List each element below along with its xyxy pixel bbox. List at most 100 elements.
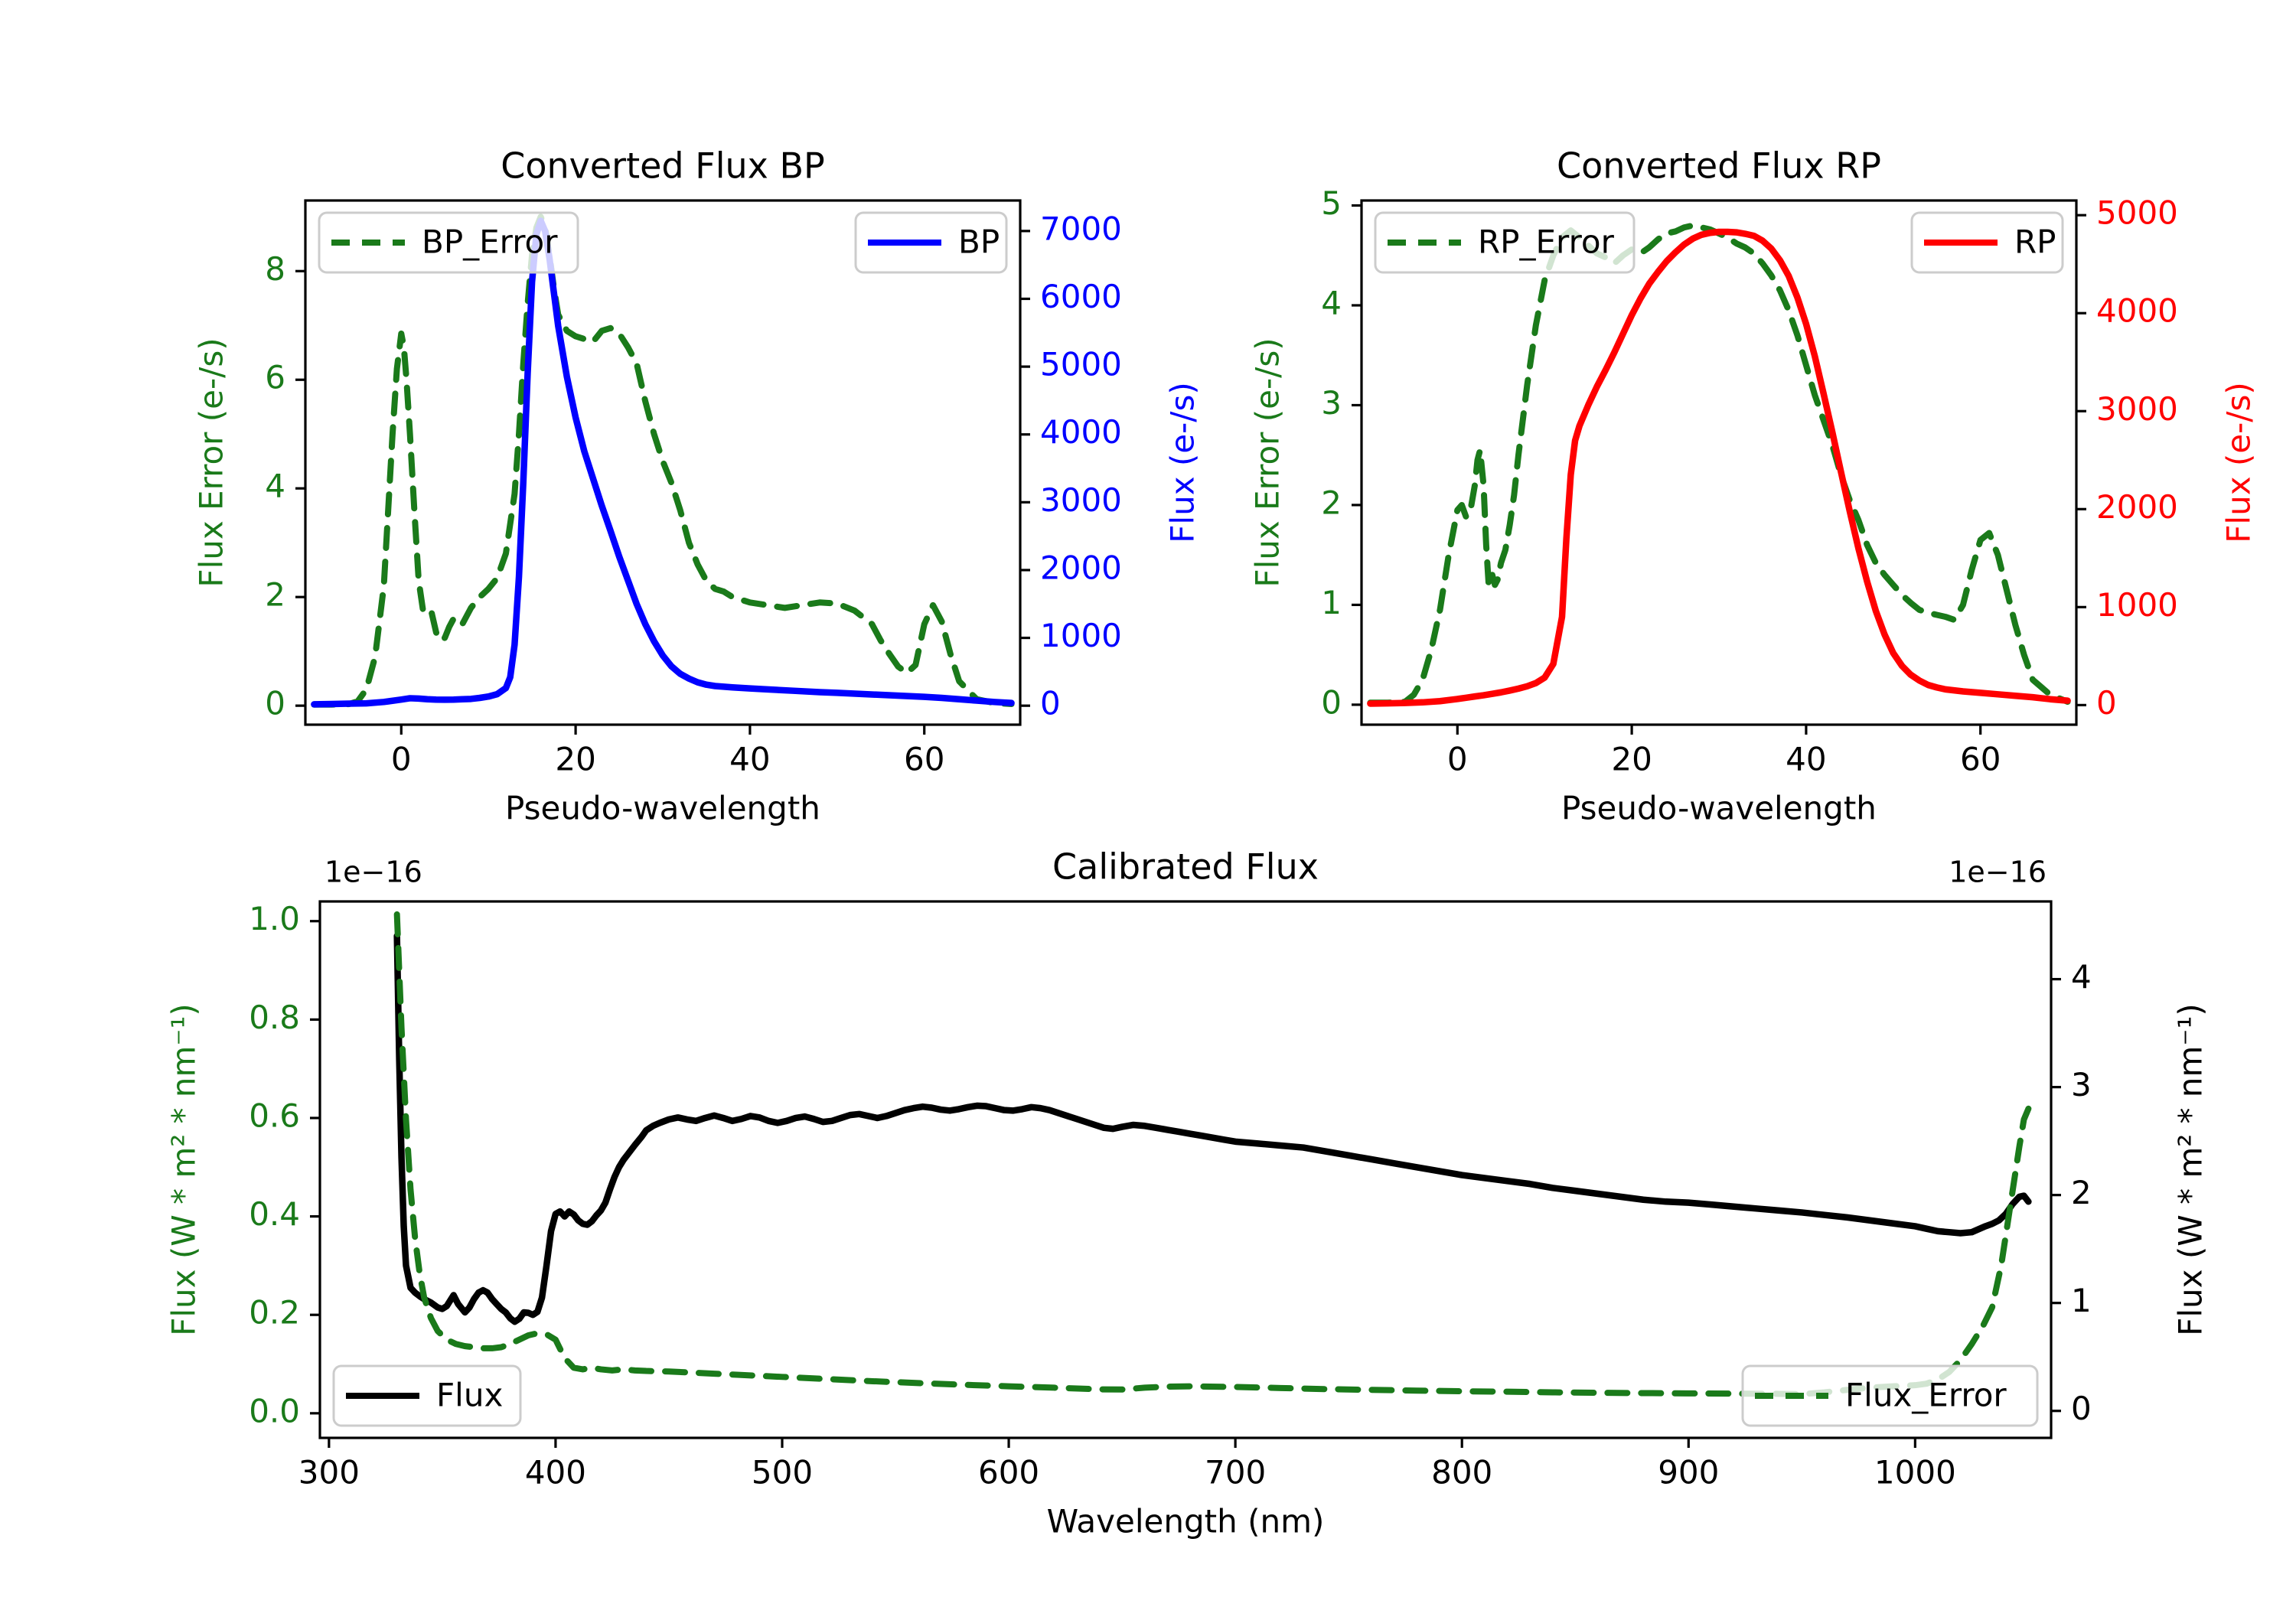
y-tick-label-left: 2 xyxy=(265,576,285,614)
y-tick-label-left: 0.6 xyxy=(249,1097,300,1134)
x-tick-label: 800 xyxy=(1431,1454,1492,1491)
legend-label-bp_error: BP_Error xyxy=(422,223,558,261)
y-tick-label-left: 0.2 xyxy=(249,1294,300,1332)
axes-frame xyxy=(1360,199,2078,726)
x-tick-label: 500 xyxy=(752,1454,813,1491)
y-tick-label-left: 0.4 xyxy=(249,1195,300,1233)
y-tick-label-right: 4 xyxy=(2071,958,2092,996)
y-tick-label-left: 0 xyxy=(265,685,285,722)
x-axis-label: Pseudo-wavelength xyxy=(505,790,820,827)
panel-title: Converted Flux RP xyxy=(1557,145,1881,187)
legend-background xyxy=(318,211,579,274)
legend-background xyxy=(1374,211,1636,274)
y-tick-label-right: 2 xyxy=(2071,1174,2092,1211)
y-axis-label-right: Flux (e-/s) xyxy=(2220,382,2258,543)
y-tick-label-right: 1000 xyxy=(1040,617,1122,654)
y-tick-label-left: 8 xyxy=(265,250,285,288)
curve-rp_error xyxy=(1367,222,2071,706)
y-tick-label-right: 4000 xyxy=(2096,292,2178,330)
y-tick-label-right: 2000 xyxy=(1040,549,1122,586)
axes-frame xyxy=(318,900,2053,1439)
legend-flux_error: Flux_Error xyxy=(1741,1364,2039,1427)
x-tick-label: 600 xyxy=(978,1454,1039,1491)
y-tick-label-right: 0 xyxy=(2096,684,2117,722)
y-tick-label-left: 4 xyxy=(1321,285,1342,322)
y-tick-label-left: 6 xyxy=(265,359,285,396)
x-axis-label: Wavelength (nm) xyxy=(1047,1503,1325,1540)
y-axis-right: 0 1 2 3 4 Flux (W * m² * nm⁻¹) 1e−16 xyxy=(1949,856,2209,1428)
y-axis-label-right: Flux (W * m² * nm⁻¹) xyxy=(2172,1003,2210,1336)
y-axis-label-left: Flux Error (e-/s) xyxy=(193,337,230,587)
y-tick-label-right: 3000 xyxy=(2096,390,2178,428)
legend-rp: RP xyxy=(1910,211,2064,274)
panel-converted-flux-bp: Converted Flux BP0 20 40 60Pseudo-wavelengt… xyxy=(193,145,1202,827)
x-tick-label: 1000 xyxy=(1874,1454,1956,1491)
x-tick-label: 300 xyxy=(298,1454,360,1491)
x-tick-label: 400 xyxy=(525,1454,586,1491)
panel-converted-flux-rp: Converted Flux RP0 20 40 60Pseudo-wavelengt… xyxy=(1249,145,2258,827)
x-axis: 0 20 40 60 Pseudo-wavelength xyxy=(1447,725,2001,827)
y-axis-left: 0.0 0.2 0.4 0.6 0.8 1.0 Flux (W * m² * nm⁻¹) 1e… xyxy=(165,856,422,1430)
x-tick-label: 900 xyxy=(1658,1454,1719,1491)
y-tick-label-right: 4000 xyxy=(1040,413,1122,451)
y-tick-label-left: 5 xyxy=(1321,184,1342,222)
legend-bp: BP xyxy=(854,211,1008,274)
y-tick-label-right: 0 xyxy=(1040,685,1061,722)
y-tick-label-left: 2 xyxy=(1321,484,1342,521)
y-tick-label-left: 3 xyxy=(1321,384,1342,422)
x-axis-label: Pseudo-wavelength xyxy=(1561,790,1877,827)
legend-rp_error: RP_Error xyxy=(1374,211,1636,274)
series-layer xyxy=(393,911,2032,1397)
y-tick-label-right: 1000 xyxy=(2096,586,2178,624)
legend-bp_error: BP_Error xyxy=(318,211,579,274)
y-axis-right: 0 1000 2000 3000 4000 5000 Flux (e-/s) xyxy=(2076,194,2258,722)
legend-flux: Flux xyxy=(332,1364,522,1427)
y-axis-left: 0 1 2 3 4 5 Flux Error (e-/s) xyxy=(1249,184,1362,721)
legend-background xyxy=(1741,1364,2039,1427)
y-axis-right: 0 1000 2000 3000 4000 5000 6000 7000 Flux (e-/s) xyxy=(1020,210,1202,722)
y-tick-label-left: 1 xyxy=(1321,584,1342,621)
x-tick-label: 20 xyxy=(1611,741,1652,778)
legend-label-flux_error: Flux_Error xyxy=(1845,1377,2007,1414)
legend-label-flux: Flux xyxy=(436,1377,503,1414)
y-tick-label-left: 0.0 xyxy=(249,1392,300,1429)
y-tick-label-right: 3000 xyxy=(1040,481,1122,519)
y-offset-right: 1e−16 xyxy=(1949,856,2047,889)
x-tick-label: 20 xyxy=(555,741,595,778)
y-axis-label-left: Flux (W * m² * nm⁻¹) xyxy=(165,1003,203,1336)
y-tick-label-right: 5000 xyxy=(2096,194,2178,232)
y-tick-label-right: 7000 xyxy=(1040,210,1122,247)
x-axis: 0 20 40 60 Pseudo-wavelength xyxy=(391,725,944,827)
x-axis: 300 400 500 600 700 800 900 1000 Wavelength (nm) xyxy=(298,1438,1956,1540)
panel-title: Calibrated Flux xyxy=(1052,846,1319,888)
legend-label-rp: RP xyxy=(2014,223,2056,261)
x-tick-label: 40 xyxy=(729,741,770,778)
y-axis-left: 0 2 4 6 8 Flux Error (e-/s) xyxy=(193,250,305,722)
x-tick-label: 0 xyxy=(1447,741,1468,778)
x-tick-label: 0 xyxy=(391,741,412,778)
curve-rp xyxy=(1367,228,2071,707)
curve-flux_error xyxy=(393,911,2032,1397)
x-tick-label: 700 xyxy=(1205,1454,1266,1491)
y-axis-label-right: Flux (e-/s) xyxy=(1164,382,1202,543)
legend-label-rp_error: RP_Error xyxy=(1478,223,1615,261)
y-offset-left: 1e−16 xyxy=(325,856,422,889)
y-tick-label-left: 0 xyxy=(1321,683,1342,721)
series-layer xyxy=(1367,222,2071,707)
curve-bp xyxy=(311,217,1015,708)
curve-flux xyxy=(393,932,2032,1325)
y-tick-label-right: 6000 xyxy=(1040,278,1122,315)
panel-calibrated-flux: Calibrated Flux 300 400 500 600 700 800 900 1000… xyxy=(165,846,2210,1540)
legend-label-bp: BP xyxy=(958,223,1000,261)
panel-title: Converted Flux BP xyxy=(501,145,825,187)
x-tick-label: 60 xyxy=(904,741,944,778)
curve-bp_error xyxy=(311,214,1015,708)
y-axis-label-left: Flux Error (e-/s) xyxy=(1249,337,1287,587)
series-layer xyxy=(311,214,1015,708)
y-tick-label-right: 0 xyxy=(2071,1390,2092,1427)
axes-frame xyxy=(304,199,1022,726)
y-tick-label-right: 1 xyxy=(2071,1282,2092,1319)
y-tick-label-right: 3 xyxy=(2071,1066,2092,1103)
